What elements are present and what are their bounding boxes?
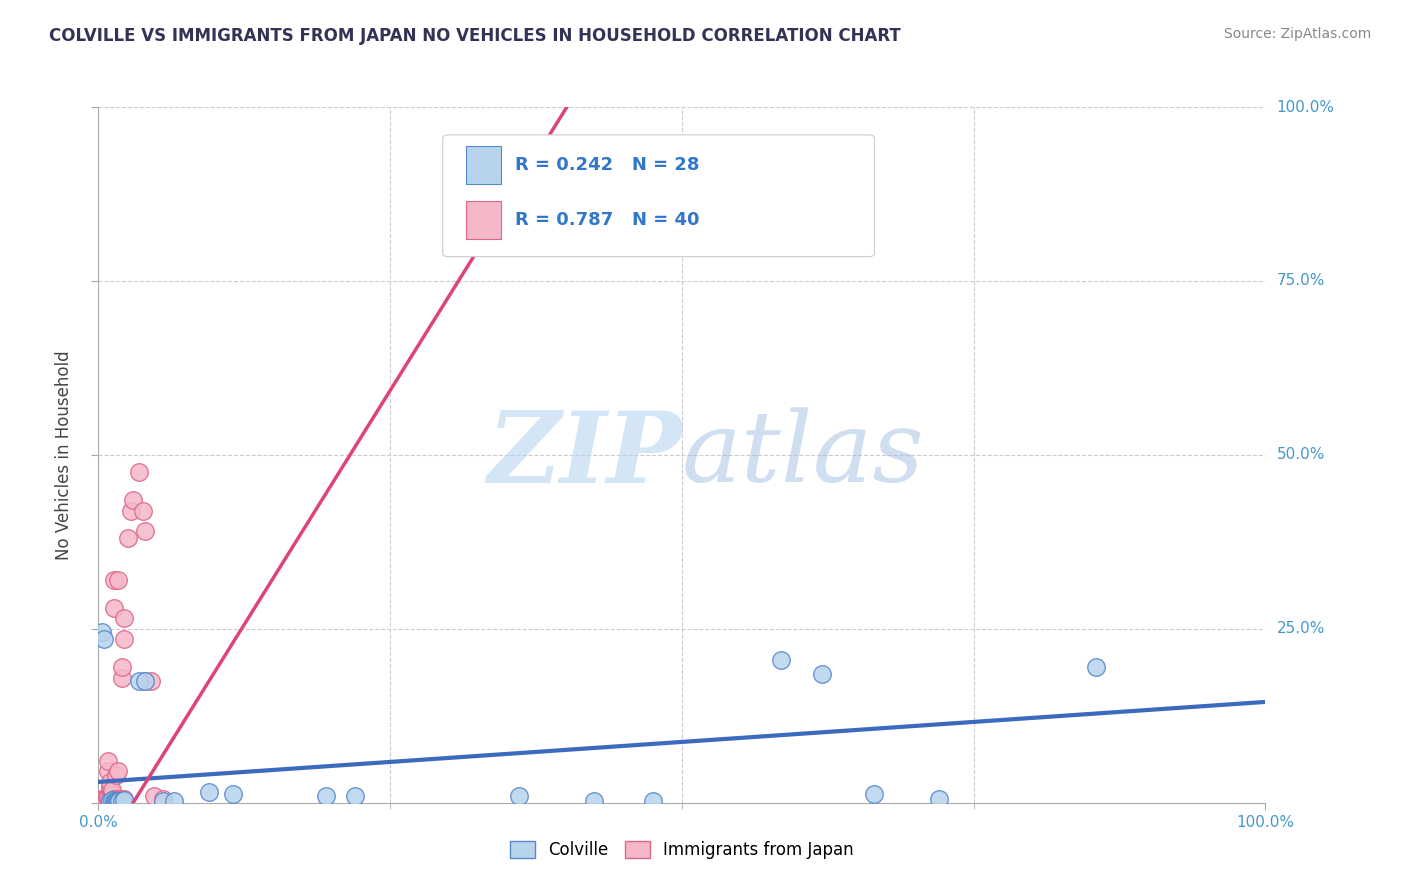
Point [863,788,886,802]
Point [91,791,114,805]
Point [103,601,125,615]
Point [198,785,221,799]
Point [143,789,166,803]
Point [108,794,131,808]
Text: ZIP: ZIP [486,407,682,503]
Point [104,794,127,808]
Point [101,793,124,807]
Point [583,794,606,808]
Point [641,794,664,808]
Point [98,792,121,806]
Point [94,792,117,806]
Y-axis label: No Vehicles in Household: No Vehicles in Household [55,350,73,560]
Point [98,780,121,795]
Point [508,789,530,803]
Text: 50.0%: 50.0% [1277,448,1324,462]
Text: Source: ZipAtlas.com: Source: ZipAtlas.com [1223,27,1371,41]
Point [101,788,124,802]
Point [96,791,118,805]
Text: 25.0%: 25.0% [1277,622,1324,636]
Point [221,787,243,801]
Text: 75.0%: 75.0% [1277,274,1324,288]
Legend: Colville, Immigrants from Japan: Colville, Immigrants from Japan [503,834,860,865]
Point [104,795,127,809]
Point [128,674,150,689]
Point [134,674,156,689]
Point [104,792,127,806]
Point [134,674,156,689]
Point [152,794,174,808]
Point [98,775,121,789]
Point [103,794,125,808]
Point [101,793,124,807]
Point [97,764,120,779]
Point [112,611,135,625]
Text: COLVILLE VS IMMIGRANTS FROM JAPAN NO VEHICLES IN HOUSEHOLD CORRELATION CHART: COLVILLE VS IMMIGRANTS FROM JAPAN NO VEH… [49,27,901,45]
Point [108,792,131,806]
Point [128,466,150,480]
FancyBboxPatch shape [465,146,501,185]
FancyBboxPatch shape [443,135,875,257]
Point [97,793,120,807]
Point [90,792,112,806]
Text: R = 0.242   N = 28: R = 0.242 N = 28 [515,156,700,174]
Point [111,794,134,808]
Point [98,794,121,808]
Point [93,632,115,647]
Text: atlas: atlas [682,408,925,502]
Point [107,573,129,587]
Point [103,792,125,806]
Point [770,653,793,667]
Point [134,524,156,539]
Point [152,792,174,806]
Point [90,625,112,640]
Point [928,792,950,806]
Point [111,792,134,806]
Point [112,793,135,807]
Point [111,660,134,674]
Point [97,790,120,805]
Point [112,632,135,647]
Point [117,532,139,546]
Point [139,674,162,689]
Point [1085,660,1108,674]
Point [122,493,145,508]
Point [97,754,120,768]
Point [107,793,129,807]
Point [120,503,142,517]
Point [105,794,128,808]
Point [315,789,337,803]
Point [107,794,129,808]
Text: 100.0%: 100.0% [1277,100,1334,114]
Point [112,792,135,806]
Point [132,503,155,517]
Point [811,667,834,681]
Point [101,783,124,797]
Point [111,671,134,685]
FancyBboxPatch shape [465,201,501,239]
Point [107,764,129,779]
Text: R = 0.787   N = 40: R = 0.787 N = 40 [515,211,700,229]
Point [98,781,121,796]
Point [163,794,186,808]
Point [103,573,125,587]
Point [104,768,127,782]
Point [344,789,367,803]
